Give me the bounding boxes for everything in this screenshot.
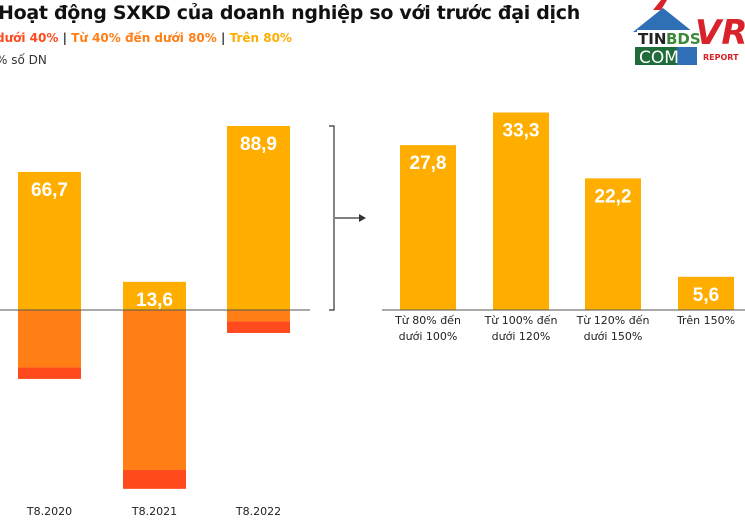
bar-above-80	[123, 281, 186, 310]
bar-below-40	[18, 367, 81, 379]
data-label: 88,9	[240, 134, 277, 155]
x-tick-label: Trên 150%	[676, 314, 735, 327]
x-tick-label: T8.2020	[26, 505, 72, 518]
bar	[678, 276, 734, 310]
bar-40-80	[18, 310, 81, 368]
bar	[585, 178, 641, 310]
logo: TIN BDS COM VR REPORT	[633, 0, 745, 68]
arrow-icon	[359, 214, 366, 222]
bar-above-80	[18, 171, 81, 310]
x-tick-label: Từ 100% đến	[484, 314, 558, 327]
x-tick-label: Từ 120% đến	[576, 314, 650, 327]
svg-text:TIN: TIN	[638, 30, 666, 48]
legend: dưới 40% | Từ 40% đến dưới 80% | Trên 80…	[0, 31, 292, 45]
legend-item-high: Trên 80%	[229, 31, 292, 45]
x-tick-label: dưới 100%	[399, 330, 458, 343]
data-label: 33,3	[503, 121, 540, 142]
bar-below-40	[227, 321, 290, 333]
legend-item-mid: Từ 40% đến dưới 80%	[71, 31, 217, 45]
x-tick-label: dưới 120%	[492, 330, 551, 343]
x-tick-label: dưới 150%	[584, 330, 643, 343]
bar-40-80	[227, 310, 290, 322]
bar	[400, 145, 456, 310]
data-label: 13,6	[136, 290, 173, 311]
bar-above-80	[227, 125, 290, 311]
svg-text:REPORT: REPORT	[703, 53, 739, 62]
data-label: 27,8	[410, 153, 447, 174]
svg-text:BDS: BDS	[666, 30, 701, 48]
data-label: 22,2	[595, 186, 632, 207]
bar	[493, 112, 549, 310]
bracket	[329, 125, 335, 311]
legend-item-low: dưới 40%	[0, 31, 59, 45]
x-tick-label: T8.2022	[235, 505, 281, 518]
x-tick-label: Từ 80% đến	[394, 314, 461, 327]
svg-text:COM: COM	[639, 48, 679, 68]
unit-label: % số DN	[0, 53, 47, 67]
bar-below-40	[123, 470, 186, 489]
chart-title: Hoạt động SXKD của doanh nghiệp so với t…	[0, 2, 580, 24]
svg-text:VR: VR	[695, 13, 745, 53]
x-tick-label: T8.2021	[131, 505, 177, 518]
bar-40-80	[123, 310, 186, 471]
data-label: 66,7	[31, 180, 68, 201]
data-label: 5,6	[693, 285, 719, 306]
